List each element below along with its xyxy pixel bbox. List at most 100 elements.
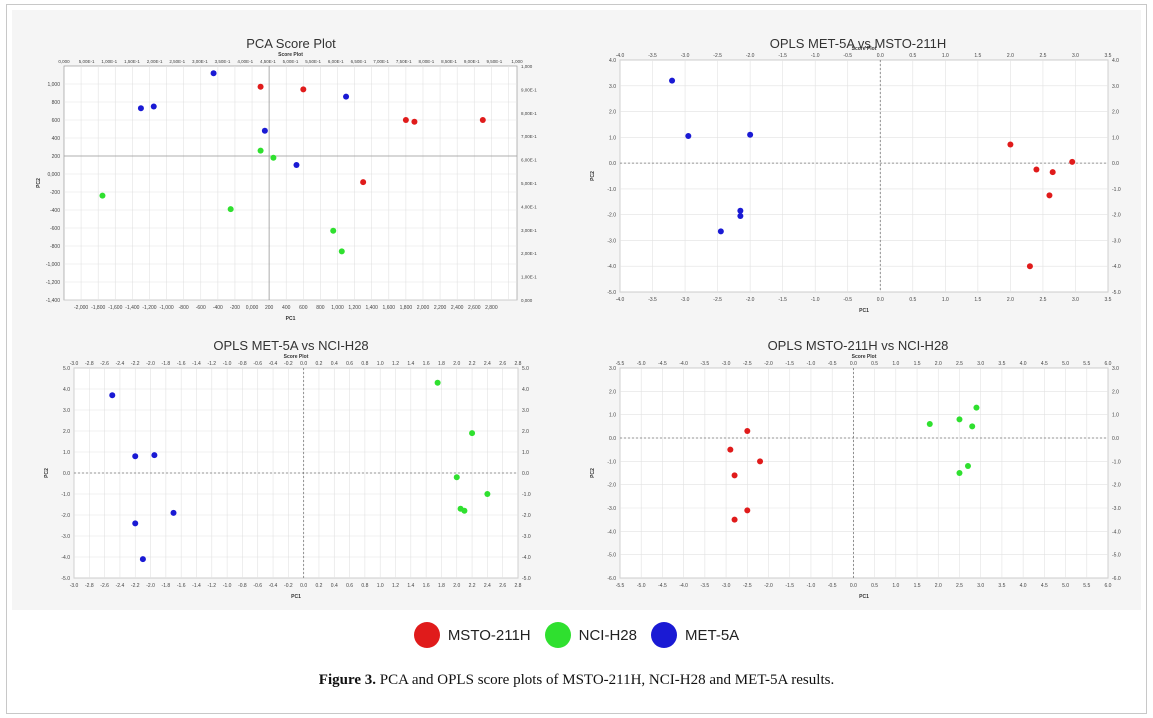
y-right-tick-label: 9,00E-1 — [521, 87, 537, 92]
y-tick-label: -600 — [50, 226, 60, 232]
x-tick-label: -1.0 — [811, 297, 820, 303]
x-tick-label: -2.0 — [746, 297, 755, 303]
x-top-tick-label: -4.0 — [616, 53, 625, 59]
x-top-tick-label: 2,50E-1 — [169, 59, 185, 64]
x-top-tick-label: -1.0 — [807, 361, 816, 367]
x-top-tick-label: 8,50E-1 — [441, 59, 457, 64]
x-tick-label: 2.5 — [1039, 297, 1046, 303]
x-top-tick-label: 5,50E-1 — [305, 59, 321, 64]
data-point-ncih28 — [956, 416, 963, 423]
x-top-tick-label: 2.2 — [469, 361, 476, 367]
data-point-met5a — [139, 556, 146, 563]
y-axis-label: PC2 — [590, 171, 596, 181]
x-tick-label: -3.0 — [681, 297, 690, 303]
x-top-tick-label: 1.2 — [392, 361, 399, 367]
y-axis-label: PC2 — [590, 468, 596, 478]
x-tick-label: 0.0 — [850, 583, 857, 589]
x-tick-label: -2.0 — [146, 583, 155, 589]
data-point-msto211h — [479, 117, 486, 123]
x-tick-label: 2.8 — [515, 583, 522, 589]
x-top-tick-label: 5.0 — [1062, 361, 1069, 367]
x-top-tick-label: -5.5 — [616, 361, 625, 367]
x-top-tick-label: 2.0 — [453, 361, 460, 367]
x-tick-label: 2,600 — [468, 305, 481, 311]
x-tick-label: 2.0 — [453, 583, 460, 589]
data-point-msto211h — [727, 446, 734, 453]
x-tick-label: -2.0 — [764, 583, 773, 589]
x-top-tick-label: 8,00E-1 — [419, 59, 435, 64]
data-point-met5a — [132, 520, 139, 527]
data-point-msto211h — [1033, 166, 1040, 173]
y-right-tick-label: 3.0 — [1112, 366, 1119, 372]
legend-swatch-msto211h — [413, 622, 440, 648]
y-tick-label: 0.0 — [63, 471, 70, 477]
y-right-tick-label: -3.0 — [522, 534, 531, 540]
data-point-met5a — [747, 131, 754, 138]
y-tick-label: -1.0 — [607, 187, 616, 193]
x-top-tick-label: 0.0 — [877, 53, 884, 59]
y-right-tick-label: 1.0 — [522, 450, 529, 456]
x-top-tick-label: 0.4 — [331, 361, 338, 367]
chart-subtitle: Score Plot — [852, 46, 877, 52]
x-tick-label: 5.0 — [1062, 583, 1069, 589]
x-tick-label: 3.5 — [998, 583, 1005, 589]
caption-label: Figure 3. — [318, 672, 376, 688]
x-tick-label: -1.5 — [785, 583, 794, 589]
x-tick-label: 800 — [316, 305, 325, 311]
x-top-tick-label: -4.5 — [658, 361, 667, 367]
data-point-met5a — [210, 70, 217, 77]
x-tick-label: -400 — [213, 305, 223, 311]
y-tick-label: -1,200 — [46, 280, 60, 286]
x-tick-label: 1,600 — [383, 305, 396, 311]
y-tick-label: 400 — [52, 136, 61, 142]
x-top-tick-label: 2.0 — [1007, 53, 1014, 59]
x-top-tick-label: 1.5 — [914, 361, 921, 367]
x-tick-label: -1.0 — [807, 583, 816, 589]
y-right-tick-label: 4.0 — [522, 387, 529, 393]
x-top-tick-label: 7,00E-1 — [373, 59, 389, 64]
x-tick-label: 1.8 — [438, 583, 445, 589]
data-point-ncih28 — [257, 147, 264, 154]
y-tick-label: -4.0 — [607, 264, 616, 270]
y-tick-label: -4.0 — [61, 555, 70, 561]
y-tick-label: 5.0 — [63, 366, 70, 372]
y-tick-label: 200 — [52, 154, 61, 160]
x-tick-label: 4.0 — [1020, 583, 1027, 589]
y-right-tick-label: -4.0 — [522, 555, 531, 561]
x-tick-label: -0.5 — [843, 297, 852, 303]
x-tick-label: -2,000 — [74, 305, 88, 311]
y-tick-label: -400 — [50, 208, 60, 214]
y-right-tick-label: -2.0 — [1112, 483, 1121, 489]
x-tick-label: 0.5 — [909, 297, 916, 303]
x-top-tick-label: -2.0 — [146, 361, 155, 367]
x-tick-label: -0.4 — [269, 583, 278, 589]
data-point-met5a — [137, 105, 144, 112]
data-point-met5a — [151, 452, 158, 459]
x-top-tick-label: 0,000 — [58, 59, 70, 64]
y-tick-label: 0,000 — [47, 172, 60, 178]
y-right-tick-label: 6,00E-1 — [521, 158, 537, 163]
y-tick-label: 600 — [52, 118, 61, 124]
x-tick-label: -1,400 — [125, 305, 139, 311]
legend-item-msto211h: MSTO-211H — [413, 622, 531, 648]
x-tick-label: -2.4 — [116, 583, 125, 589]
x-top-tick-label: 3,50E-1 — [215, 59, 231, 64]
data-point-msto211h — [257, 83, 264, 90]
plot-area — [619, 59, 1109, 293]
data-point-ncih28 — [969, 423, 976, 430]
legend: MSTO-211H NCI-H28 MET-5A — [0, 620, 1153, 650]
x-tick-label: 2.0 — [935, 583, 942, 589]
x-top-tick-label: 7,50E-1 — [396, 59, 412, 64]
data-point-ncih28 — [338, 248, 345, 255]
y-right-tick-label: -3.0 — [1112, 506, 1121, 512]
x-top-tick-label: -0.5 — [843, 53, 852, 59]
x-axis-label: PC1 — [859, 308, 869, 314]
x-top-tick-label: 2.5 — [956, 361, 963, 367]
x-top-tick-label: 9,00E-1 — [464, 59, 480, 64]
x-tick-label: 0,000 — [246, 305, 259, 311]
data-point-msto211h — [731, 472, 738, 479]
y-tick-label: 1.0 — [609, 413, 616, 419]
x-tick-label: 0.6 — [346, 583, 353, 589]
